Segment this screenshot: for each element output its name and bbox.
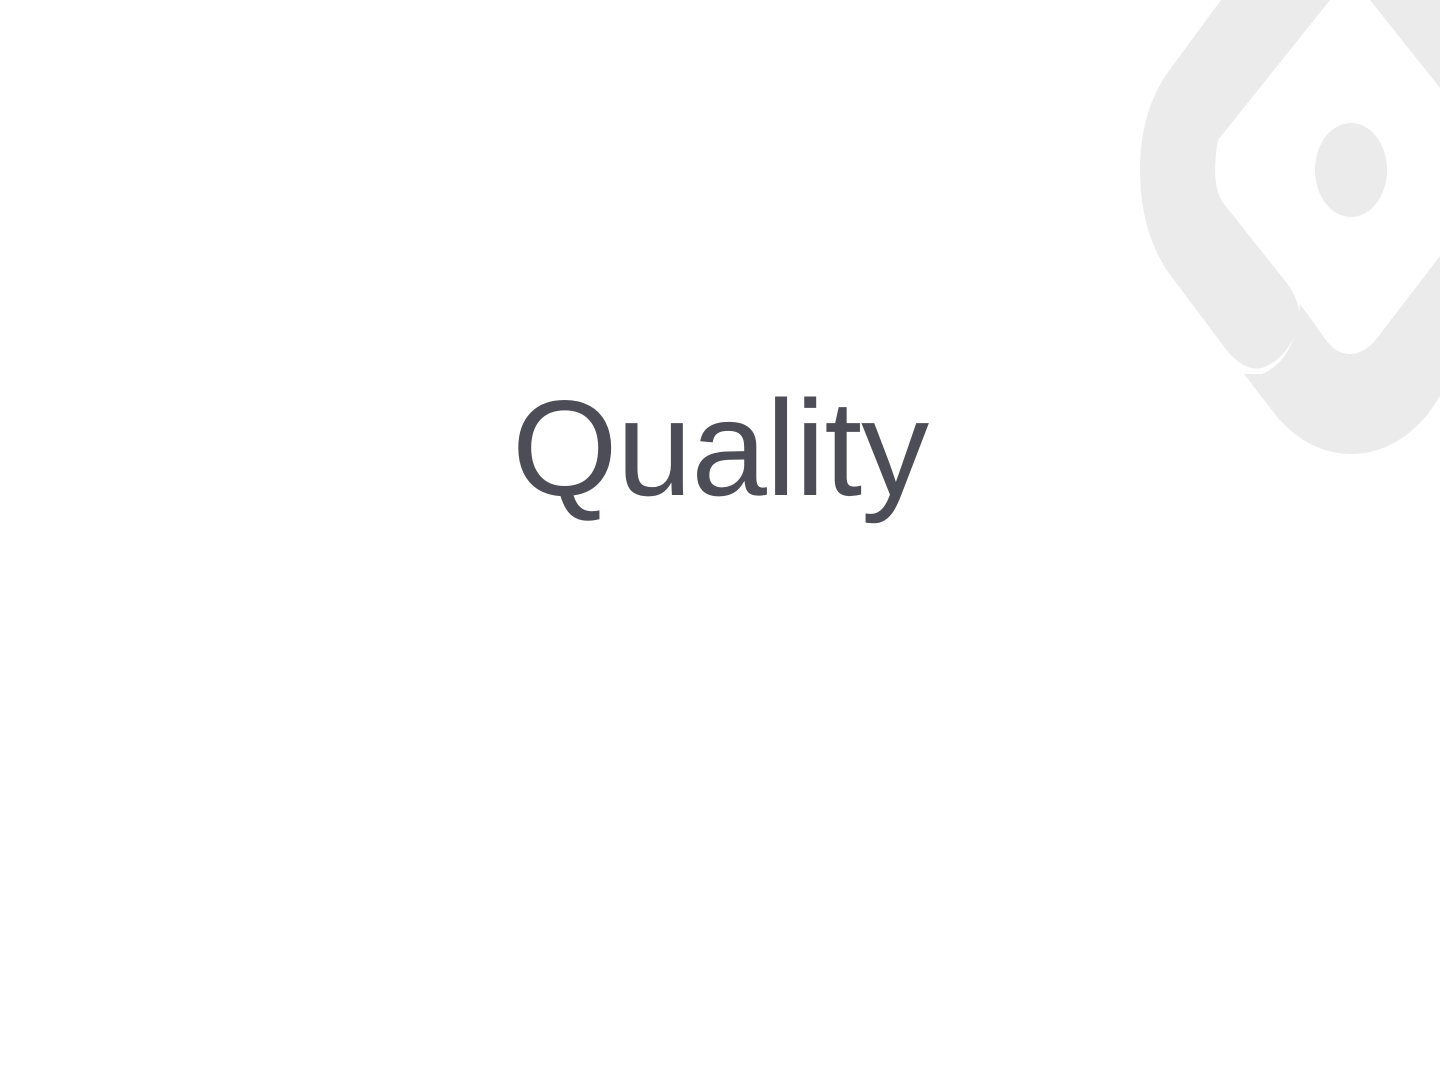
watermark-lower-band [1244, 256, 1440, 454]
watermark-outer-band [1140, 0, 1330, 369]
slide-title: Quality [511, 372, 929, 524]
watermark-center-dot [1315, 123, 1387, 217]
watermark-right-band [1370, 0, 1440, 88]
